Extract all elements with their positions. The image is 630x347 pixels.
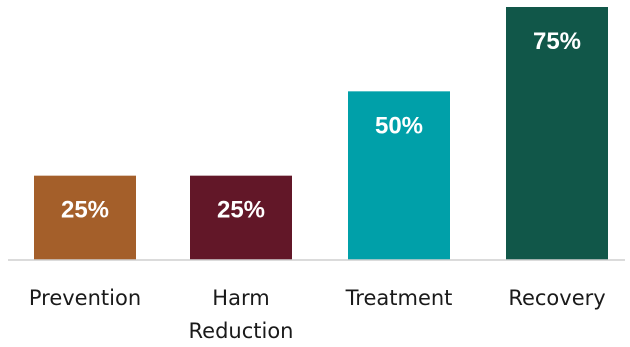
category-label: Harm	[212, 286, 269, 310]
category-labels-group: Prevention Harm Reduction Treatment Recovery	[29, 286, 606, 343]
data-label: 25%	[61, 197, 109, 224]
data-label: 25%	[217, 197, 265, 224]
category-label: Prevention	[29, 286, 141, 310]
category-label: Reduction	[189, 319, 294, 343]
data-label: 75%	[533, 28, 581, 55]
bar-treatment	[348, 91, 450, 260]
bar-harm-reduction	[190, 175, 292, 260]
category-label: Recovery	[508, 286, 605, 310]
bar-prevention	[34, 175, 136, 260]
bar-recovery	[506, 7, 608, 260]
category-label: Treatment	[345, 286, 453, 310]
data-label: 50%	[375, 112, 423, 139]
bars-group: 25% 25% 50% 75%	[34, 7, 608, 260]
